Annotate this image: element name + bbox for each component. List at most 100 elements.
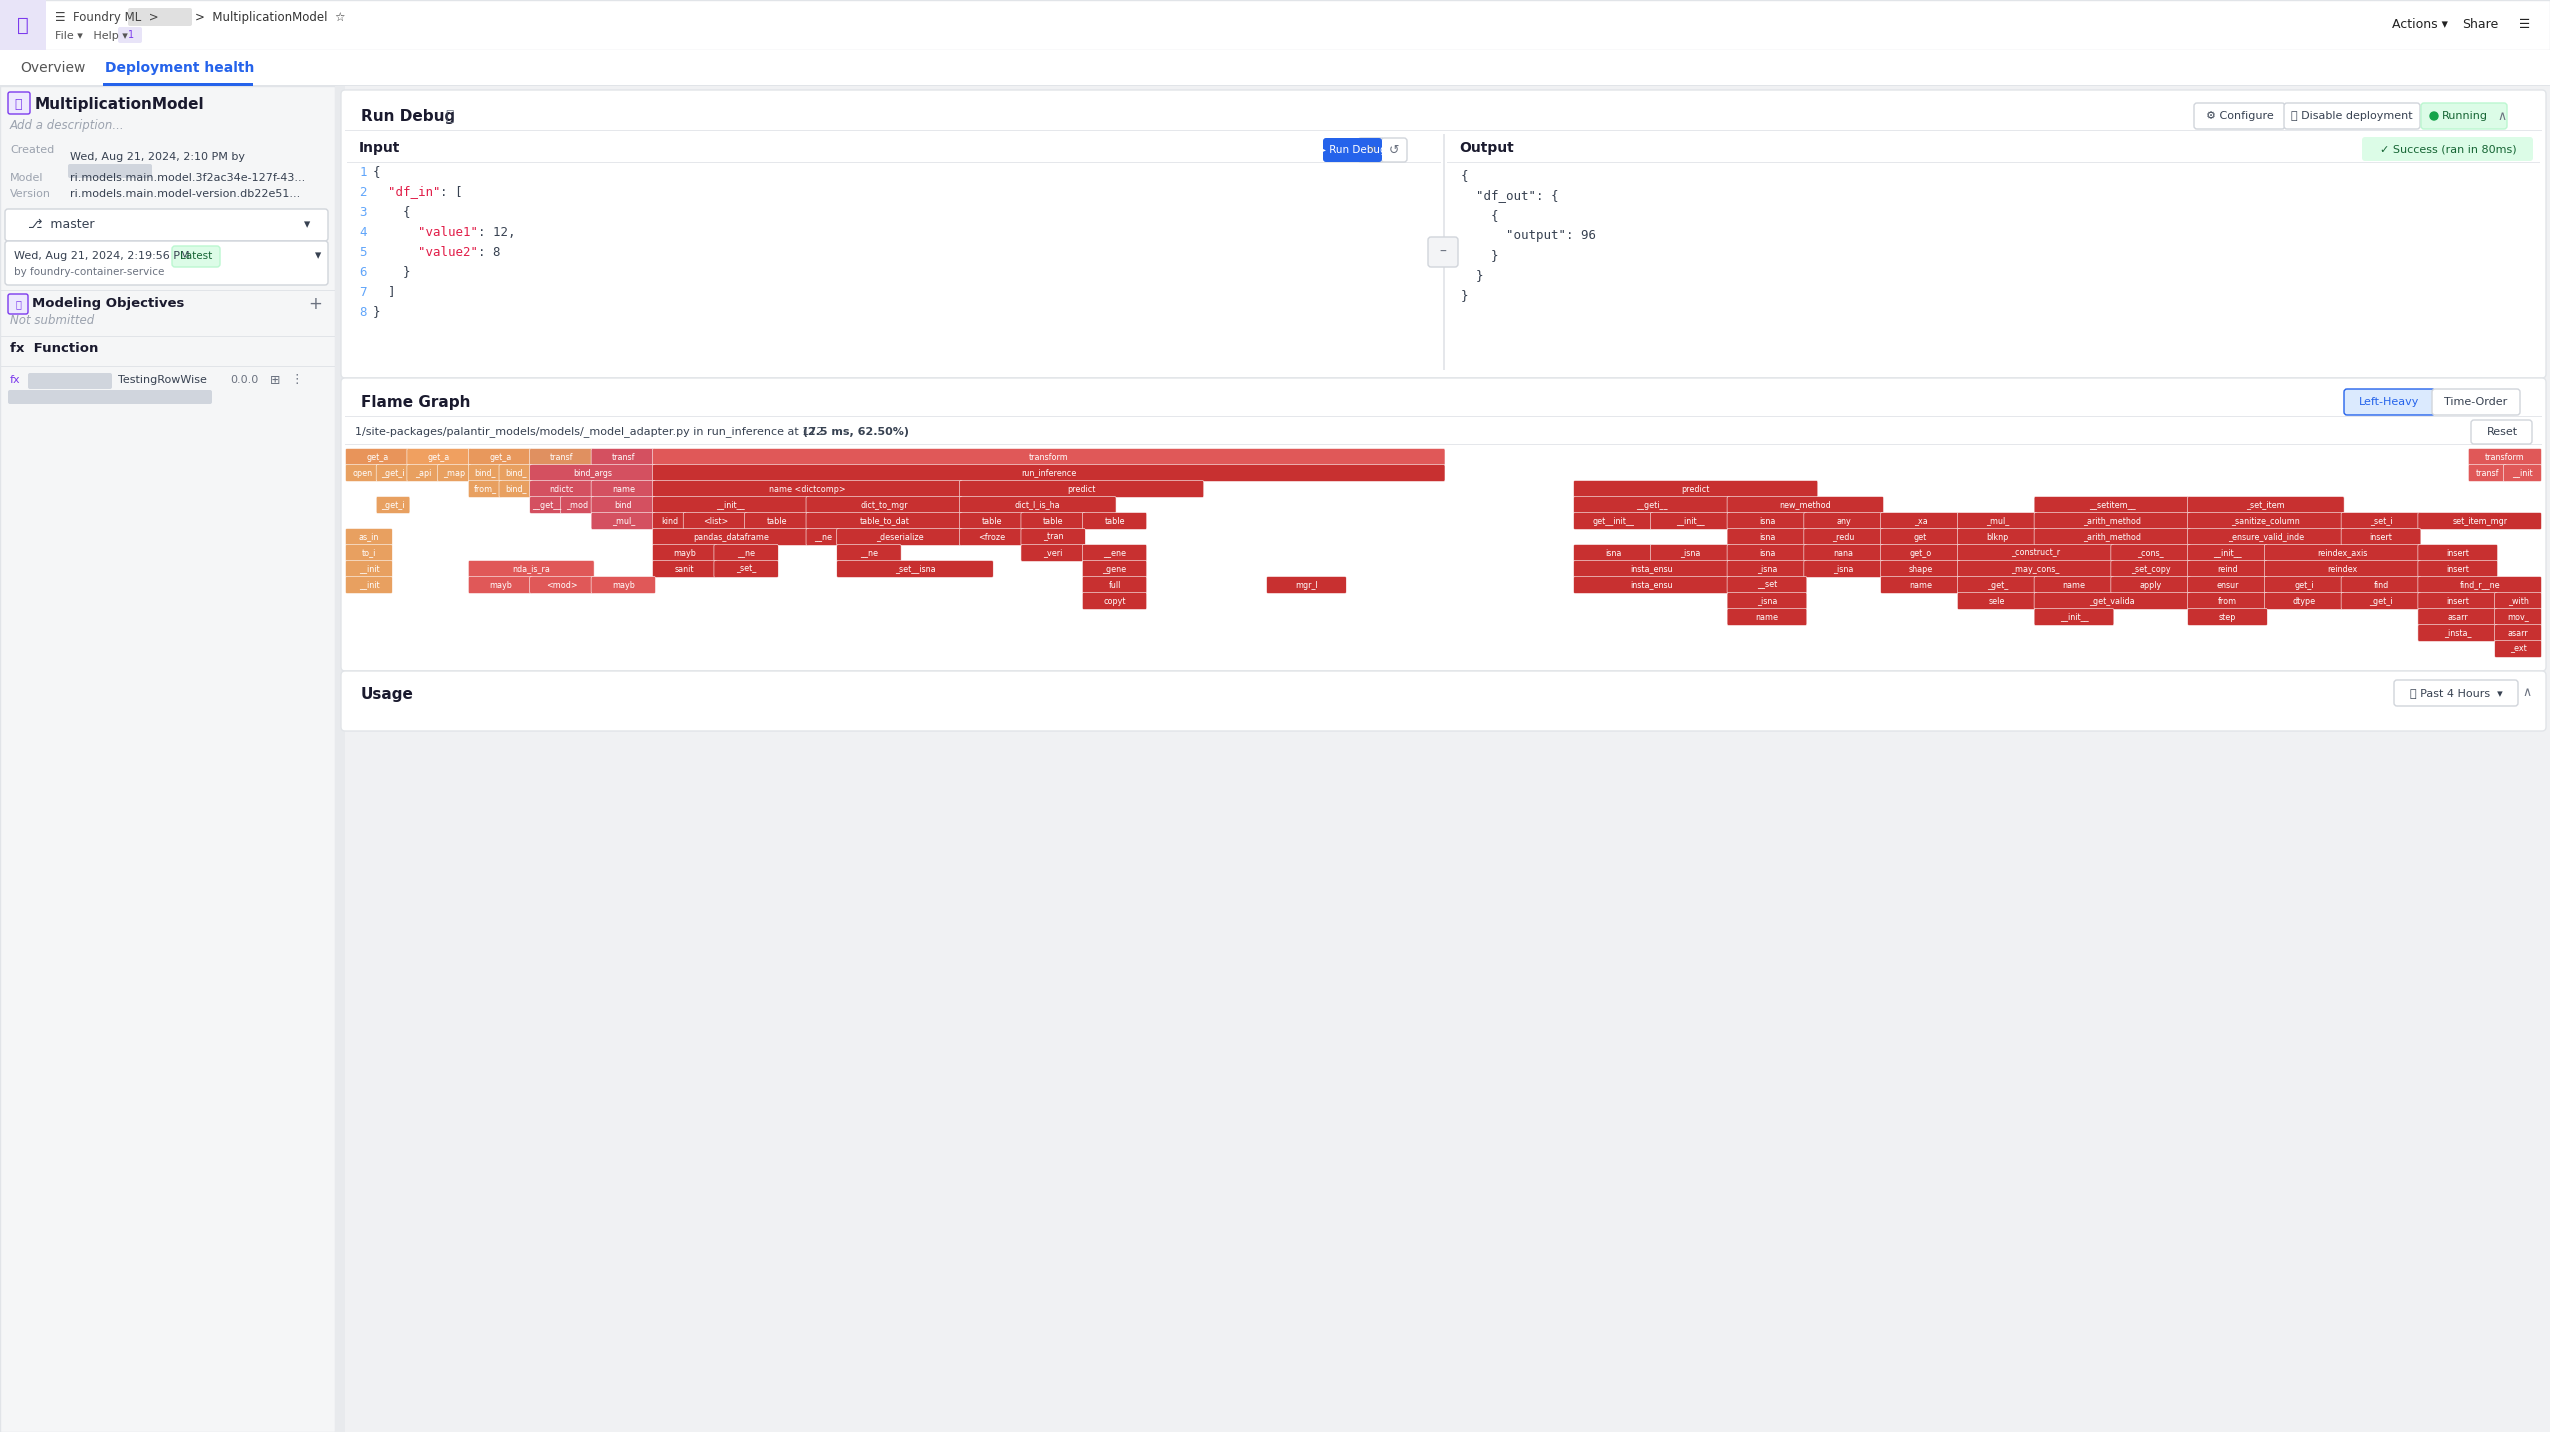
FancyBboxPatch shape — [653, 528, 808, 546]
Text: __init: __init — [360, 564, 380, 573]
Text: {: { — [372, 166, 380, 179]
FancyBboxPatch shape — [1879, 513, 1961, 530]
FancyBboxPatch shape — [1958, 544, 2114, 561]
Text: full: full — [1109, 580, 1122, 590]
Bar — [0, 86, 334, 1432]
Text: run_inference: run_inference — [1020, 468, 1076, 477]
FancyBboxPatch shape — [117, 27, 143, 43]
Text: bind_args: bind_args — [574, 468, 612, 477]
FancyBboxPatch shape — [530, 464, 655, 481]
Text: Version: Version — [10, 189, 51, 199]
Text: }: } — [1461, 289, 1469, 302]
Text: _set__isna: _set__isna — [895, 564, 936, 573]
FancyBboxPatch shape — [592, 497, 655, 514]
Text: _veri: _veri — [1043, 548, 1063, 557]
FancyBboxPatch shape — [5, 241, 329, 285]
FancyBboxPatch shape — [342, 90, 2545, 378]
Text: pandas_dataframe: pandas_dataframe — [694, 533, 768, 541]
Text: ri.models.main.model.3f2ac34e-127f-43...: ri.models.main.model.3f2ac34e-127f-43... — [69, 173, 306, 183]
Text: ∧: ∧ — [2496, 109, 2507, 123]
Text: _set_copy: _set_copy — [2132, 564, 2170, 573]
FancyBboxPatch shape — [1359, 137, 1385, 162]
Text: mayb: mayb — [612, 580, 635, 590]
FancyBboxPatch shape — [1726, 577, 1808, 593]
Text: insert: insert — [2445, 564, 2468, 573]
FancyBboxPatch shape — [836, 528, 961, 546]
FancyBboxPatch shape — [2394, 680, 2517, 706]
Text: ✕: ✕ — [1367, 145, 1374, 155]
FancyBboxPatch shape — [653, 513, 686, 530]
Text: : [: : [ — [441, 186, 464, 199]
FancyBboxPatch shape — [1020, 513, 1086, 530]
FancyBboxPatch shape — [2494, 624, 2542, 642]
Text: ndictc: ndictc — [551, 484, 574, 494]
Text: ⓘ: ⓘ — [446, 109, 454, 123]
Text: _redu: _redu — [1833, 533, 1854, 541]
Text: ▶ Run Debug: ▶ Run Debug — [1318, 145, 1387, 155]
Text: new_method: new_method — [1780, 501, 1831, 510]
FancyBboxPatch shape — [377, 497, 411, 514]
FancyBboxPatch shape — [2433, 390, 2519, 415]
Bar — [0, 0, 2550, 50]
Text: Reset: Reset — [2486, 427, 2517, 437]
Text: 1/site-packages/palantir_models/models/_model_adapter.py in run_inference at 172: 1/site-packages/palantir_models/models/_… — [354, 427, 824, 437]
FancyBboxPatch shape — [2188, 528, 2343, 546]
FancyBboxPatch shape — [2417, 577, 2542, 593]
Text: dtype: dtype — [2292, 597, 2315, 606]
FancyBboxPatch shape — [8, 92, 31, 115]
Text: TestingRowWise: TestingRowWise — [117, 375, 207, 385]
FancyBboxPatch shape — [653, 448, 1446, 465]
Text: nda_is_ra: nda_is_ra — [513, 564, 551, 573]
FancyBboxPatch shape — [1726, 528, 1808, 546]
FancyBboxPatch shape — [1958, 513, 2037, 530]
Text: get__init__: get__init__ — [1594, 517, 1635, 526]
Text: set_item_mgr: set_item_mgr — [2453, 517, 2507, 526]
FancyBboxPatch shape — [806, 528, 839, 546]
Text: _map: _map — [444, 468, 467, 477]
Text: reindex: reindex — [2328, 564, 2359, 573]
FancyBboxPatch shape — [530, 497, 564, 514]
Circle shape — [2430, 112, 2438, 120]
Text: step: step — [2218, 613, 2236, 621]
Text: }: } — [1461, 249, 1499, 262]
Text: name: name — [1910, 580, 1933, 590]
Text: }: } — [372, 265, 411, 278]
FancyBboxPatch shape — [1879, 560, 1961, 577]
FancyBboxPatch shape — [530, 481, 594, 497]
FancyBboxPatch shape — [344, 528, 393, 546]
Text: Run Debug: Run Debug — [362, 109, 456, 123]
Text: _mod: _mod — [566, 501, 589, 510]
FancyBboxPatch shape — [959, 481, 1204, 497]
FancyBboxPatch shape — [2035, 513, 2190, 530]
Text: 8: 8 — [360, 305, 367, 318]
FancyBboxPatch shape — [2035, 577, 2114, 593]
FancyBboxPatch shape — [2264, 544, 2420, 561]
Text: from: from — [2218, 597, 2236, 606]
FancyBboxPatch shape — [1726, 609, 1808, 626]
Text: asarr: asarr — [2448, 613, 2468, 621]
Bar — [0, 50, 2550, 86]
Text: ∧: ∧ — [2522, 686, 2532, 699]
Text: _isna: _isna — [1757, 564, 1777, 573]
Text: transf: transf — [551, 453, 574, 461]
Text: <mod>: <mod> — [546, 580, 579, 590]
FancyBboxPatch shape — [1726, 560, 1808, 577]
FancyBboxPatch shape — [2504, 464, 2542, 481]
FancyBboxPatch shape — [1879, 577, 1961, 593]
Text: get_a: get_a — [490, 453, 513, 461]
Text: ✓ Success (ran in 80ms): ✓ Success (ran in 80ms) — [2379, 145, 2517, 155]
Text: bind_: bind_ — [505, 468, 528, 477]
Text: Latest: Latest — [181, 251, 212, 261]
FancyBboxPatch shape — [344, 448, 411, 465]
Text: _sanitize_column: _sanitize_column — [2231, 517, 2300, 526]
FancyBboxPatch shape — [1323, 137, 1382, 162]
Text: _ext: _ext — [2509, 644, 2527, 653]
Text: _gene: _gene — [1102, 564, 1127, 573]
FancyBboxPatch shape — [745, 513, 808, 530]
FancyBboxPatch shape — [2035, 593, 2190, 610]
Text: _xa: _xa — [1912, 517, 1928, 526]
Text: Share: Share — [2461, 19, 2499, 32]
Text: –: – — [1441, 245, 1446, 259]
FancyBboxPatch shape — [1958, 593, 2037, 610]
FancyBboxPatch shape — [469, 464, 502, 481]
